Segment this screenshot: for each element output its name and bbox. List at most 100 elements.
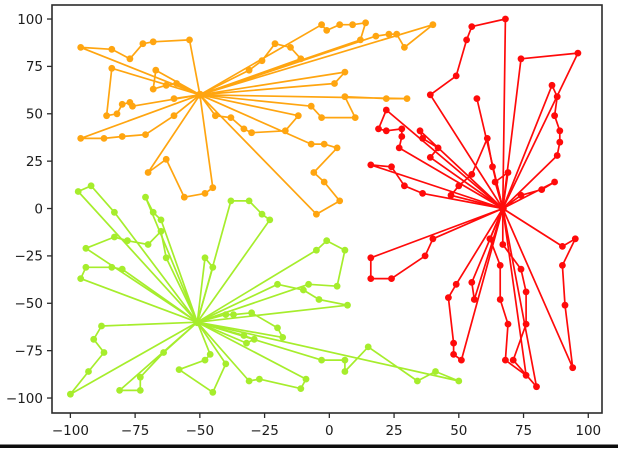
data-point [320, 140, 328, 148]
data-point [333, 282, 341, 290]
route-line [196, 283, 349, 324]
data-point [266, 216, 274, 224]
data-point [548, 81, 556, 89]
y-tick-label: 50 [26, 107, 43, 123]
data-point [136, 387, 144, 394]
y-tick-label: 0 [34, 201, 43, 217]
data-point [126, 55, 134, 63]
data-point [173, 80, 181, 87]
x-tick-label: 75 [515, 423, 532, 439]
data-point [243, 339, 250, 347]
route-line [79, 266, 199, 324]
data-point [571, 235, 579, 243]
data-point [113, 110, 121, 118]
data-point [279, 334, 287, 341]
x-tick-label: −50 [186, 423, 215, 439]
data-point [245, 66, 253, 74]
data-point [209, 184, 217, 192]
data-point [336, 21, 344, 29]
data-point [144, 241, 152, 248]
data-point [209, 388, 217, 396]
data-point [333, 144, 341, 152]
data-point [463, 36, 470, 44]
data-point [367, 275, 375, 282]
data-point [77, 44, 85, 51]
data-point [201, 356, 209, 364]
data-point [502, 15, 509, 23]
data-point [108, 45, 116, 53]
data-point [559, 243, 566, 250]
route-line [501, 207, 538, 388]
route-line [470, 207, 504, 301]
data-point [538, 186, 546, 194]
data-point [553, 93, 561, 101]
data-point [307, 140, 315, 148]
data-point [382, 106, 390, 114]
data-point [455, 182, 463, 190]
x-tick-label: 50 [450, 423, 467, 439]
data-point [522, 320, 530, 328]
y-tick-label: −50 [15, 296, 44, 312]
data-point [144, 169, 152, 176]
data-point [450, 351, 457, 358]
data-point [426, 154, 434, 161]
data-point [162, 155, 170, 163]
data-point [209, 263, 217, 271]
x-tick-label: 0 [325, 423, 334, 439]
data-point [509, 356, 517, 364]
red-cluster-series [367, 15, 582, 391]
data-point [315, 296, 323, 303]
data-point [362, 19, 369, 27]
data-point [157, 227, 165, 235]
data-point [388, 163, 395, 171]
data-point [118, 133, 126, 140]
data-point [271, 40, 279, 48]
data-point [517, 55, 525, 63]
data-point [458, 356, 465, 364]
data-point [382, 127, 390, 135]
data-point [414, 377, 421, 385]
data-point [341, 356, 349, 364]
data-point [245, 377, 253, 385]
data-point [401, 44, 408, 51]
data-point [85, 368, 92, 375]
data-point [201, 254, 209, 262]
data-point [136, 373, 144, 381]
x-tick-label: 25 [385, 423, 402, 439]
data-point [118, 100, 126, 108]
data-point [108, 64, 116, 72]
data-point [160, 349, 168, 356]
data-point [551, 112, 558, 120]
data-point [533, 383, 540, 391]
data-point [103, 112, 110, 120]
data-point [349, 21, 356, 29]
data-point [100, 349, 108, 356]
data-point [455, 377, 463, 385]
data-point [256, 375, 263, 383]
data-point [82, 244, 90, 252]
data-point [553, 152, 561, 159]
route-line [419, 129, 504, 210]
data-point [486, 235, 494, 243]
data-point [344, 301, 351, 309]
data-point [320, 178, 328, 186]
data-point [124, 237, 131, 245]
data-point [372, 32, 380, 40]
data-point [108, 263, 116, 271]
bottom-window-edge [0, 444, 618, 448]
data-point [559, 262, 566, 269]
data-point [227, 197, 235, 205]
data-point [496, 262, 504, 269]
data-point [186, 36, 193, 44]
data-point [82, 263, 90, 271]
data-point [561, 301, 569, 309]
route-line [196, 200, 271, 324]
data-point [421, 252, 429, 260]
data-point [90, 335, 98, 343]
route-line [196, 321, 307, 390]
data-point [230, 311, 237, 318]
data-point [77, 275, 85, 282]
green-cluster-series [67, 182, 463, 398]
data-point [489, 163, 496, 171]
